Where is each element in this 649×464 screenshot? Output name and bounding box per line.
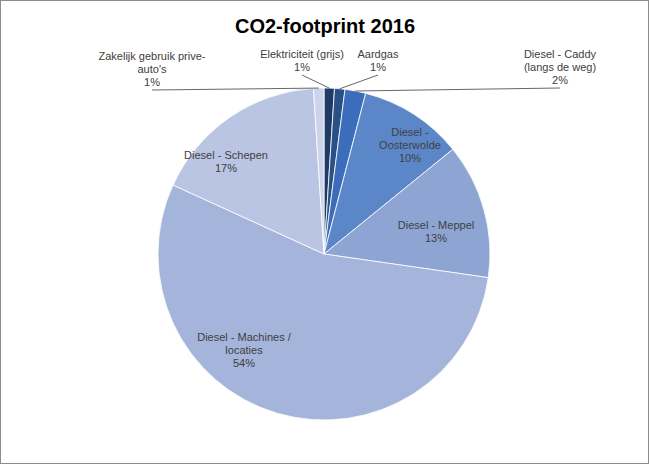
- slice-label: Elektriciteit (grijs): [260, 48, 344, 60]
- slice-value: 13%: [425, 232, 447, 244]
- slice-label: locaties: [225, 344, 263, 356]
- slice-label: Aardgas: [358, 48, 399, 60]
- slice-label: Diesel -: [391, 126, 429, 138]
- slice-label: Diesel - Machines /: [197, 331, 291, 343]
- pie-slice: [173, 88, 324, 254]
- leader-line: [302, 75, 329, 88]
- slice-label: Diesel - Caddy: [524, 48, 597, 60]
- slice-label: Oosterwolde: [379, 139, 441, 151]
- leader-line: [152, 88, 319, 90]
- slice-label: auto's: [137, 63, 167, 75]
- slice-value: 1%: [294, 61, 310, 73]
- leader-line: [355, 88, 560, 91]
- chart-title: CO2-footprint 2016: [235, 15, 415, 37]
- slices: [158, 88, 490, 420]
- slice-label: Zakelijk gebruik prive-: [99, 50, 206, 62]
- data-labels: Elektriciteit (grijs)1%Aardgas1%Diesel -…: [99, 48, 597, 369]
- slice-value: 10%: [399, 152, 421, 164]
- slice-label: Diesel - Meppel: [398, 219, 474, 231]
- slice-value: 17%: [215, 162, 237, 174]
- slice-value: 1%: [370, 61, 386, 73]
- slice-label: (langs de weg): [524, 61, 596, 73]
- slice-value: 54%: [233, 357, 255, 369]
- slice-value: 2%: [552, 74, 568, 86]
- pie-slice: [313, 88, 324, 254]
- chart-frame: [1, 1, 649, 464]
- slice-label: Diesel - Schepen: [184, 149, 268, 161]
- slice-value: 1%: [144, 76, 160, 88]
- chart: CO2-footprint 2016Elektriciteit (grijs)1…: [0, 0, 649, 464]
- leader-line: [340, 75, 378, 89]
